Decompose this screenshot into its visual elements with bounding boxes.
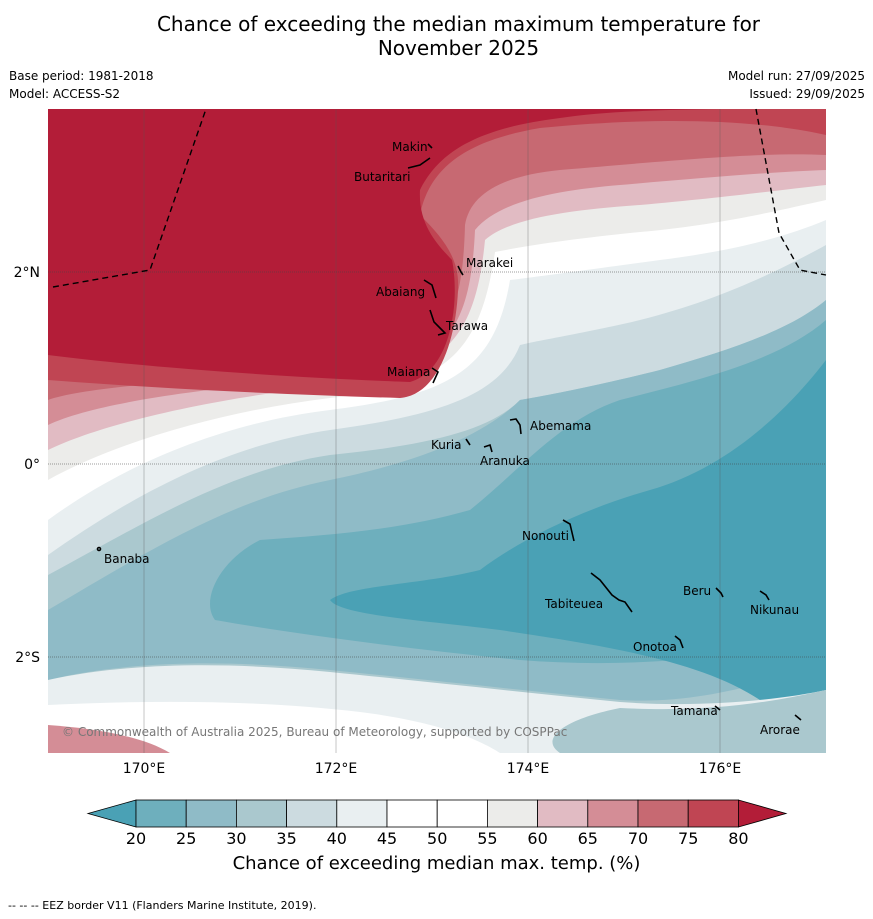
colorbar-title: Chance of exceeding median max. temp. (%… [232,853,641,874]
colorbar-segment-70-75 [637,799,689,828]
label-onotoa: Onotoa [633,640,677,654]
island-abemama [509,418,522,435]
copyright-notice: © Commonwealth of Australia 2025, Bureau… [62,725,567,739]
label-tarawa: Tarawa [445,319,488,333]
colorbar-tick-50: 50 [427,829,447,848]
island-banaba [96,546,102,552]
island-arorae [794,714,802,721]
colorbar-segment-65-70 [587,799,639,828]
island-nikunau [759,590,770,601]
meta-right: Model run: 27/09/2025 Issued: 29/09/2025 [728,67,865,103]
island-tamana [714,705,721,711]
model-name: Model: ACCESS-S2 [9,87,121,101]
label-butaritari: Butaritari [354,170,411,184]
colorbar-tick-45: 45 [377,829,397,848]
label-nonouti: Nonouti [522,529,569,543]
label-kuria: Kuria [431,438,462,452]
island-tarawa [429,309,447,336]
lon-label-174: 174°E [507,761,550,777]
label-nikunau: Nikunau [750,603,799,617]
island-makin [427,143,433,149]
colorbar-segment-40-45 [336,799,388,828]
lon-label-176: 176°E [699,761,742,777]
label-maiana: Maiana [387,365,430,379]
band-southwest-warm [48,725,170,753]
colorbar-segment-55-60 [486,799,538,828]
label-tabiteuea: Tabiteuea [544,597,603,611]
colorbar-tick-30: 30 [226,829,246,848]
colorbar-segment-75-80 [687,799,739,828]
band-lower-south-edge [48,701,500,753]
colorbar-tick-75: 75 [678,829,698,848]
title-line-2: November 2025 [377,36,540,60]
colorbar-tick-80: 80 [728,829,748,848]
colorbar-extend-low [86,799,137,828]
island-onotoa [674,635,684,649]
colorbar-tick-65: 65 [578,829,598,848]
island-nonouti [562,519,575,542]
chart-title: Chance of exceeding the median maximum t… [0,12,873,60]
colorbar-segment-20-25 [135,799,187,828]
lon-label-170: 170°E [123,761,166,777]
eez-footnote: -- -- -- EEZ border V11 (Flanders Marine… [8,899,317,912]
lon-axis-labels: 170°E 172°E 174°E 176°E [123,761,742,777]
colorbar-segment-50-55 [436,799,488,828]
islands [96,143,802,721]
gridlines [143,109,721,753]
meta-left: Base period: 1981-2018 Model: ACCESS-S2 [9,67,154,103]
island-marakei [457,265,464,276]
band-20-25 [330,360,826,753]
colorbar-tick-70: 70 [628,829,648,848]
lat-label-0: 0° [24,457,40,473]
colorbar-segment-60-65 [537,799,589,828]
eez-border [52,108,827,288]
band-gt80 [48,109,720,382]
model-run: Model run: 27/09/2025 [727,69,865,83]
colorbar-tick-20: 20 [126,829,146,848]
lat-label-2s: 2°S [15,650,40,666]
label-marakei: Marakei [466,256,513,270]
band-lower-outer [552,690,826,753]
colorbar-segment-35-40 [286,799,338,828]
title-line-1: Chance of exceeding the median maximum t… [156,12,761,36]
island-butaritari [407,157,431,169]
place-labels: Makin Butaritari Marakei Abaiang Tarawa … [104,140,800,737]
base-period: Base period: 1981-2018 [9,69,154,83]
colorbar-segment-25-30 [185,799,237,828]
label-abaiang: Abaiang [376,285,425,299]
eez-border-west [52,108,207,288]
label-banaba: Banaba [104,552,150,566]
island-beru [715,587,724,598]
probability-contours [48,109,826,753]
colorbar-tick-25: 25 [176,829,196,848]
issued-date: Issued: 29/09/2025 [749,87,865,101]
colorbar: 20 25 30 35 40 45 50 55 60 65 70 75 80 [86,799,788,848]
eez-border-east [755,108,827,276]
label-abemama: Abemama [530,419,591,433]
colorbar-tick-35: 35 [276,829,296,848]
island-aranuka [483,443,493,453]
colorbar-tick-60: 60 [527,829,547,848]
lat-label-2n: 2°N [14,265,40,281]
label-aranuka: Aranuka [480,454,530,468]
island-maiana [431,367,440,384]
label-tamana: Tamana [670,704,718,718]
island-kuria [465,438,471,446]
colorbar-segment-45-50 [386,799,438,828]
lon-label-172: 172°E [315,761,358,777]
island-abaiang [423,279,437,299]
label-arorae: Arorae [760,723,800,737]
colorbar-extend-high [738,799,788,828]
colorbar-tick-55: 55 [477,829,497,848]
label-makin: Makin [392,140,428,154]
colorbar-tick-40: 40 [327,829,347,848]
lat-axis-labels: 2°N 0° 2°S [14,265,41,666]
label-beru: Beru [683,584,711,598]
lat-gridlines [48,271,826,658]
island-tabiteuea [590,572,633,613]
colorbar-segment-30-35 [235,799,287,828]
